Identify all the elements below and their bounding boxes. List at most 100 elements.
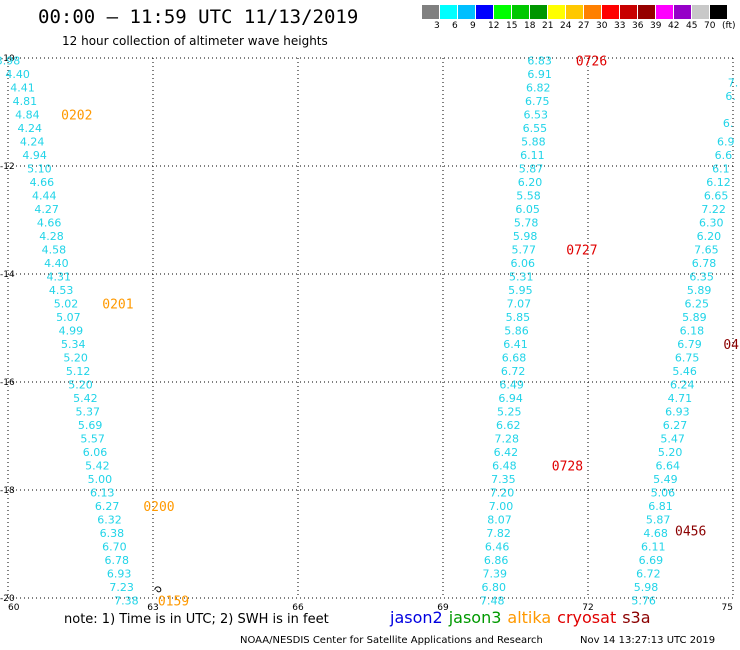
wave-height-value: 7.38 (114, 595, 139, 608)
lat-tick-label: -12 (0, 162, 15, 172)
wave-height-value: 6.20 (697, 230, 722, 243)
wave-height-value: 5.69 (78, 419, 103, 432)
lat-tick-label: -20 (0, 594, 15, 604)
wave-height-value: 5.46 (672, 365, 697, 378)
wave-height-value: 4.84 (15, 109, 40, 122)
lon-tick-label: 60 (8, 603, 20, 610)
color-swatch (674, 5, 692, 19)
wave-height-value: 6.32 (97, 514, 122, 527)
wave-height-value: 6.30 (699, 217, 724, 230)
color-scale-label: (ft) (722, 21, 736, 31)
wave-height-value: 7.28 (495, 433, 520, 446)
lat-tick-label: -14 (0, 270, 15, 280)
wave-height-value: 4.81 (13, 95, 38, 108)
wave-height-value: 7.20 (490, 487, 515, 500)
wave-height-value: 4.24 (20, 136, 45, 149)
color-scale-label: 36 (632, 21, 644, 31)
wave-height-value: 5.02 (54, 298, 79, 311)
wave-height-value: 4.99 (59, 325, 84, 338)
wave-height-value: 8.07 (487, 514, 512, 527)
color-swatch (476, 5, 494, 19)
wave-height-value: 5.12 (66, 365, 91, 378)
wave-height-value: 6.35 (689, 271, 714, 284)
lat-tick-label: -18 (0, 486, 15, 496)
lon-tick-label: 66 (292, 603, 304, 610)
wave-height-value: 6.24 (670, 379, 695, 392)
wave-height-value: 5.20 (63, 352, 88, 365)
wave-height-value: 5.86 (504, 325, 529, 338)
wave-height-value: 5.07 (56, 311, 81, 324)
footer-organization: NOAA/NESDIS Center for Satellite Applica… (240, 635, 543, 646)
wave-height-value: 6.6 (715, 149, 733, 162)
wave-height-value: 6.68 (502, 352, 527, 365)
color-scale-label: 24 (560, 21, 572, 31)
wave-height-value: 6.70 (102, 541, 127, 554)
lon-tick-label: 69 (437, 603, 449, 610)
wave-height-value: 6.93 (665, 406, 690, 419)
wave-height-value: 6.81 (648, 500, 673, 513)
color-swatch (494, 5, 512, 19)
wave-height-value: 5.89 (687, 284, 712, 297)
color-scale-label: 70 (704, 21, 716, 31)
color-scale-label: 45 (686, 21, 698, 31)
pass-time-label: 0728 (552, 460, 583, 475)
color-swatch (458, 5, 476, 19)
wave-height-value: 5.57 (80, 433, 105, 446)
wave-height-value: 5.58 (516, 190, 541, 203)
wave-height-value: 6. (723, 117, 734, 130)
wave-height-value: 5.20 (658, 446, 683, 459)
legend-entry-altika: altika (507, 608, 552, 627)
legend-entry-cryosat: cryosat (557, 608, 617, 627)
color-scale-label: 27 (578, 21, 590, 31)
wave-height-value: 6.13 (90, 487, 115, 500)
wave-height-value: 5.00 (88, 473, 113, 486)
wave-height-value: 6.49 (499, 379, 524, 392)
wave-height-value: 6.46 (485, 541, 510, 554)
wave-height-value: 6.41 (503, 338, 528, 351)
pass-time-label: 0200 (143, 500, 174, 515)
wave-height-value: 6.53 (524, 109, 549, 122)
wave-height-value: 6.42 (494, 446, 519, 459)
color-swatch (656, 5, 674, 19)
wave-height-value: 6.86 (484, 554, 509, 567)
wave-height-value: 4.94 (22, 149, 47, 162)
color-scale-label: 3 (434, 21, 440, 31)
wave-height-value: 5.95 (508, 284, 533, 297)
color-swatch (584, 5, 602, 19)
wave-height-value: 5.47 (660, 433, 685, 446)
color-swatch (530, 5, 548, 19)
wave-height-value: 5.87 (646, 514, 671, 527)
wave-height-value: 6.75 (675, 352, 700, 365)
wave-height-value: 6.27 (95, 500, 120, 513)
color-scale-label: 15 (506, 21, 518, 31)
wave-height-value: 6.83 (527, 55, 552, 68)
color-swatch (566, 5, 584, 19)
color-scale-label: 30 (596, 21, 608, 31)
wave-height-value: 4.66 (37, 217, 62, 230)
color-scale-label: 9 (470, 21, 476, 31)
wave-height-value: 6.69 (639, 554, 664, 567)
color-swatch (710, 5, 728, 19)
wave-height-value: 7.35 (491, 473, 516, 486)
wave-height-value: 4.44 (32, 190, 57, 203)
wave-height-value: 6.78 (692, 257, 717, 270)
pass-time-label: 0201 (102, 298, 133, 313)
wave-height-value: 5.89 (682, 311, 707, 324)
legend-entry-jason2: jason2 (390, 608, 443, 627)
wave-height-value: 6.82 (526, 82, 551, 95)
wave-height-value: 4.31 (47, 271, 72, 284)
wave-height-value: 6.64 (656, 460, 681, 473)
wave-height-value: 5.76 (631, 595, 656, 608)
wave-height-value: 6.12 (706, 176, 731, 189)
wave-height-value: 5.85 (506, 311, 531, 324)
wave-height-value: 6.78 (105, 554, 130, 567)
wave-height-value: 6.80 (482, 581, 507, 594)
wave-height-value: 6.06 (511, 257, 536, 270)
wave-height-value: 5.98 (634, 581, 659, 594)
color-scale-label: 12 (488, 21, 500, 31)
color-swatch (440, 5, 458, 19)
wave-height-value: 6.25 (685, 298, 710, 311)
wave-height-value: 4.68 (643, 527, 668, 540)
wave-height-value: 3.98 (0, 55, 20, 68)
wave-height-value: 7.82 (486, 527, 511, 540)
